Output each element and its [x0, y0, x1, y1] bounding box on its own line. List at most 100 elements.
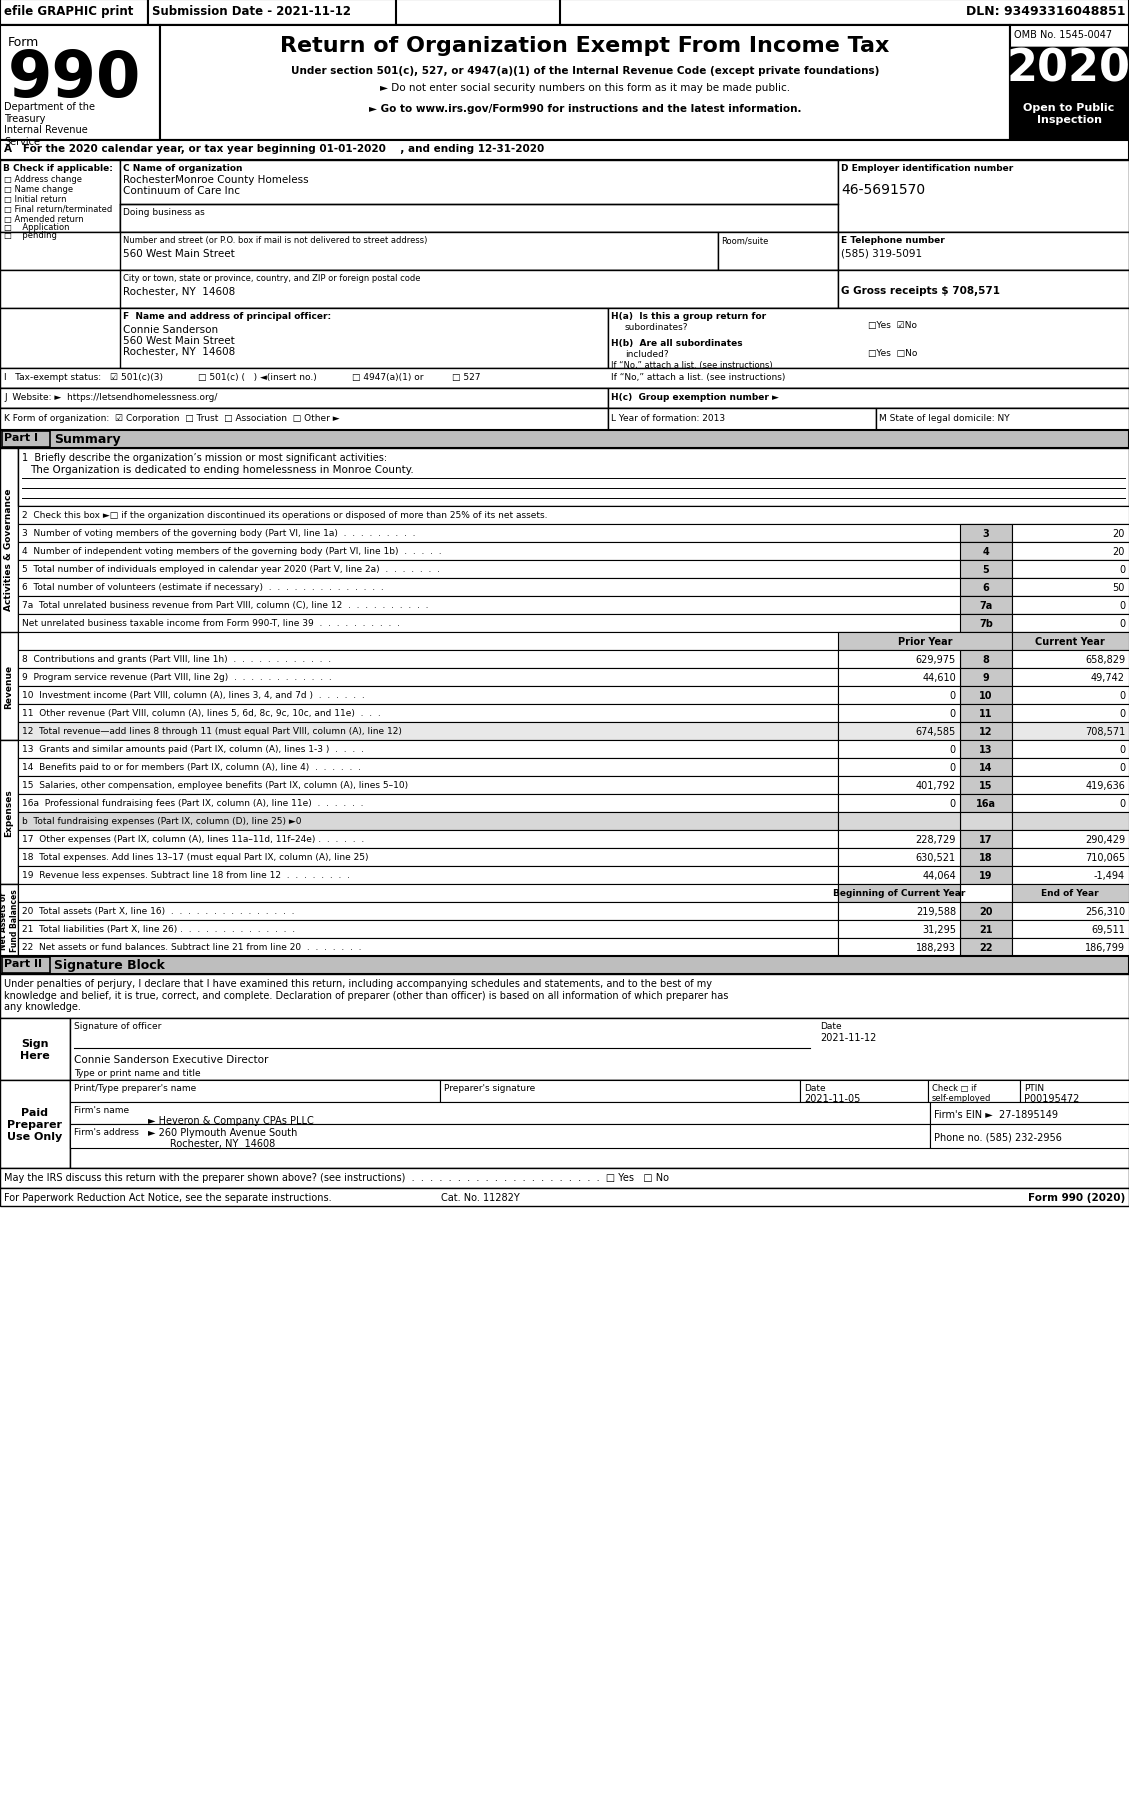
Bar [838, 651, 960, 669]
Bar [1012, 596, 1129, 614]
Text: 710,065: 710,065 [1085, 853, 1124, 862]
Bar [560, 0, 1129, 25]
Bar [960, 795, 1012, 813]
Bar [960, 849, 1012, 867]
Bar [1012, 813, 1129, 831]
Text: Summary: Summary [54, 432, 121, 446]
Text: Under penalties of perjury, I declare that I have examined this return, includin: Under penalties of perjury, I declare th… [5, 978, 728, 1012]
Text: -1,494: -1,494 [1094, 871, 1124, 880]
Text: 6: 6 [982, 582, 989, 593]
Text: b  Total fundraising expenses (Part IX, column (D), line 25) ►0: b Total fundraising expenses (Part IX, c… [21, 817, 301, 826]
Bar [2, 432, 50, 448]
Bar [960, 831, 1012, 849]
Bar [1010, 25, 1129, 141]
Bar [1012, 578, 1129, 596]
Text: efile GRAPHIC print: efile GRAPHIC print [5, 5, 133, 18]
Bar [838, 161, 1129, 233]
Bar [18, 884, 838, 902]
Text: H(c)  Group exemption number ►: H(c) Group exemption number ► [611, 392, 779, 401]
Text: Phone no. (585) 232-2956: Phone no. (585) 232-2956 [934, 1133, 1062, 1142]
Bar [18, 560, 1129, 578]
Text: 22  Net assets or fund balances. Subtract line 21 from line 20  .  .  .  .  .  .: 22 Net assets or fund balances. Subtract… [21, 943, 361, 952]
Text: 10: 10 [979, 690, 992, 701]
Text: 12: 12 [979, 726, 992, 737]
Bar [18, 759, 838, 777]
Bar [928, 1081, 1019, 1102]
Bar [1012, 795, 1129, 813]
Bar [18, 867, 838, 884]
Text: □ 501(c) (   ) ◄(insert no.): □ 501(c) ( ) ◄(insert no.) [198, 372, 317, 381]
Bar [18, 831, 838, 849]
Bar [1012, 614, 1129, 632]
Text: 17  Other expenses (Part IX, column (A), lines 11a–11d, 11f–24e) .  .  .  .  .  : 17 Other expenses (Part IX, column (A), … [21, 835, 365, 844]
Text: B Check if applicable:: B Check if applicable: [3, 164, 113, 173]
Text: 3: 3 [982, 529, 989, 538]
Bar [70, 1019, 1129, 1081]
Bar [0, 389, 609, 408]
Text: Rochester, NY  14608: Rochester, NY 14608 [148, 1138, 275, 1149]
Bar [0, 233, 1129, 271]
Text: ► Go to www.irs.gov/Form990 for instructions and the latest information.: ► Go to www.irs.gov/Form990 for instruct… [369, 105, 802, 114]
Text: 0: 0 [1119, 744, 1124, 755]
Text: included?: included? [625, 351, 668, 360]
Text: Check □ if
self-employed: Check □ if self-employed [933, 1084, 991, 1102]
Bar [960, 578, 1012, 596]
Text: Net Assets or
Fund Balances: Net Assets or Fund Balances [0, 889, 19, 952]
Bar [838, 884, 960, 902]
Text: 2021-11-05: 2021-11-05 [804, 1093, 860, 1104]
Text: 419,636: 419,636 [1085, 781, 1124, 790]
Bar [838, 777, 960, 795]
Text: Under section 501(c), 527, or 4947(a)(1) of the Internal Revenue Code (except pr: Under section 501(c), 527, or 4947(a)(1)… [291, 67, 879, 76]
Text: 708,571: 708,571 [1085, 726, 1124, 737]
Bar [18, 705, 838, 723]
Text: Signature Block: Signature Block [54, 958, 165, 972]
Text: ► 260 Plymouth Avenue South: ► 260 Plymouth Avenue South [148, 1128, 297, 1137]
Text: Connie Sanderson Executive Director: Connie Sanderson Executive Director [75, 1055, 269, 1064]
Text: 15  Salaries, other compensation, employee benefits (Part IX, column (A), lines : 15 Salaries, other compensation, employe… [21, 781, 408, 790]
Bar [1012, 759, 1129, 777]
Text: 49,742: 49,742 [1091, 672, 1124, 683]
Bar [1012, 632, 1129, 651]
Text: 5  Total number of individuals employed in calendar year 2020 (Part V, line 2a) : 5 Total number of individuals employed i… [21, 564, 440, 573]
Text: Net unrelated business taxable income from Form 990-T, line 39  .  .  .  .  .  .: Net unrelated business taxable income fr… [21, 618, 400, 627]
Text: 13  Grants and similar amounts paid (Part IX, column (A), lines 1-3 )  .  .  .  : 13 Grants and similar amounts paid (Part… [21, 744, 364, 754]
Text: C Name of organization: C Name of organization [123, 164, 243, 173]
Bar [0, 141, 1129, 161]
Text: Part II: Part II [5, 958, 42, 969]
Text: 629,975: 629,975 [916, 654, 956, 665]
Text: (585) 319-5091: (585) 319-5091 [841, 249, 922, 258]
Bar [18, 723, 838, 741]
Text: 0: 0 [1119, 763, 1124, 773]
Bar [930, 1124, 1129, 1149]
Text: 21  Total liabilities (Part X, line 26) .  .  .  .  .  .  .  .  .  .  .  .  .  .: 21 Total liabilities (Part X, line 26) .… [21, 925, 295, 934]
Text: □    Application: □ Application [5, 222, 70, 231]
Text: Doing business as: Doing business as [123, 208, 204, 217]
Text: Paid
Preparer
Use Only: Paid Preparer Use Only [8, 1108, 62, 1140]
Bar [960, 723, 1012, 741]
Text: Activities & Governance: Activities & Governance [5, 488, 14, 611]
Bar [1012, 902, 1129, 920]
Text: 4: 4 [982, 548, 989, 557]
Bar [1012, 831, 1129, 849]
Bar [0, 1169, 1129, 1189]
Text: subordinates?: subordinates? [625, 323, 689, 332]
Bar [0, 161, 1129, 233]
Text: H(a)  Is this a group return for: H(a) Is this a group return for [611, 313, 767, 322]
Text: K Form of organization:  ☑ Corporation  □ Trust  □ Association  □ Other ►: K Form of organization: ☑ Corporation □ … [5, 414, 340, 423]
Text: 6  Total number of volunteers (estimate if necessary)  .  .  .  .  .  .  .  .  .: 6 Total number of volunteers (estimate i… [21, 582, 384, 591]
Bar [18, 596, 1129, 614]
Bar [0, 0, 148, 25]
Text: G Gross receipts $ 708,571: G Gross receipts $ 708,571 [841, 286, 1000, 296]
Text: Current Year: Current Year [1035, 636, 1105, 647]
Bar [1012, 560, 1129, 578]
Text: □ Amended return: □ Amended return [5, 215, 84, 224]
Text: 4  Number of independent voting members of the governing body (Part VI, line 1b): 4 Number of independent voting members o… [21, 548, 441, 557]
Text: Date: Date [804, 1084, 825, 1093]
Text: 22: 22 [979, 943, 992, 952]
Text: ► Heveron & Company CPAs PLLC: ► Heveron & Company CPAs PLLC [148, 1115, 314, 1126]
Text: 13: 13 [979, 744, 992, 755]
Text: 188,293: 188,293 [916, 943, 956, 952]
Text: ☑ 501(c)(3): ☑ 501(c)(3) [110, 372, 163, 381]
Text: 219,588: 219,588 [916, 907, 956, 916]
Bar [0, 408, 1129, 430]
